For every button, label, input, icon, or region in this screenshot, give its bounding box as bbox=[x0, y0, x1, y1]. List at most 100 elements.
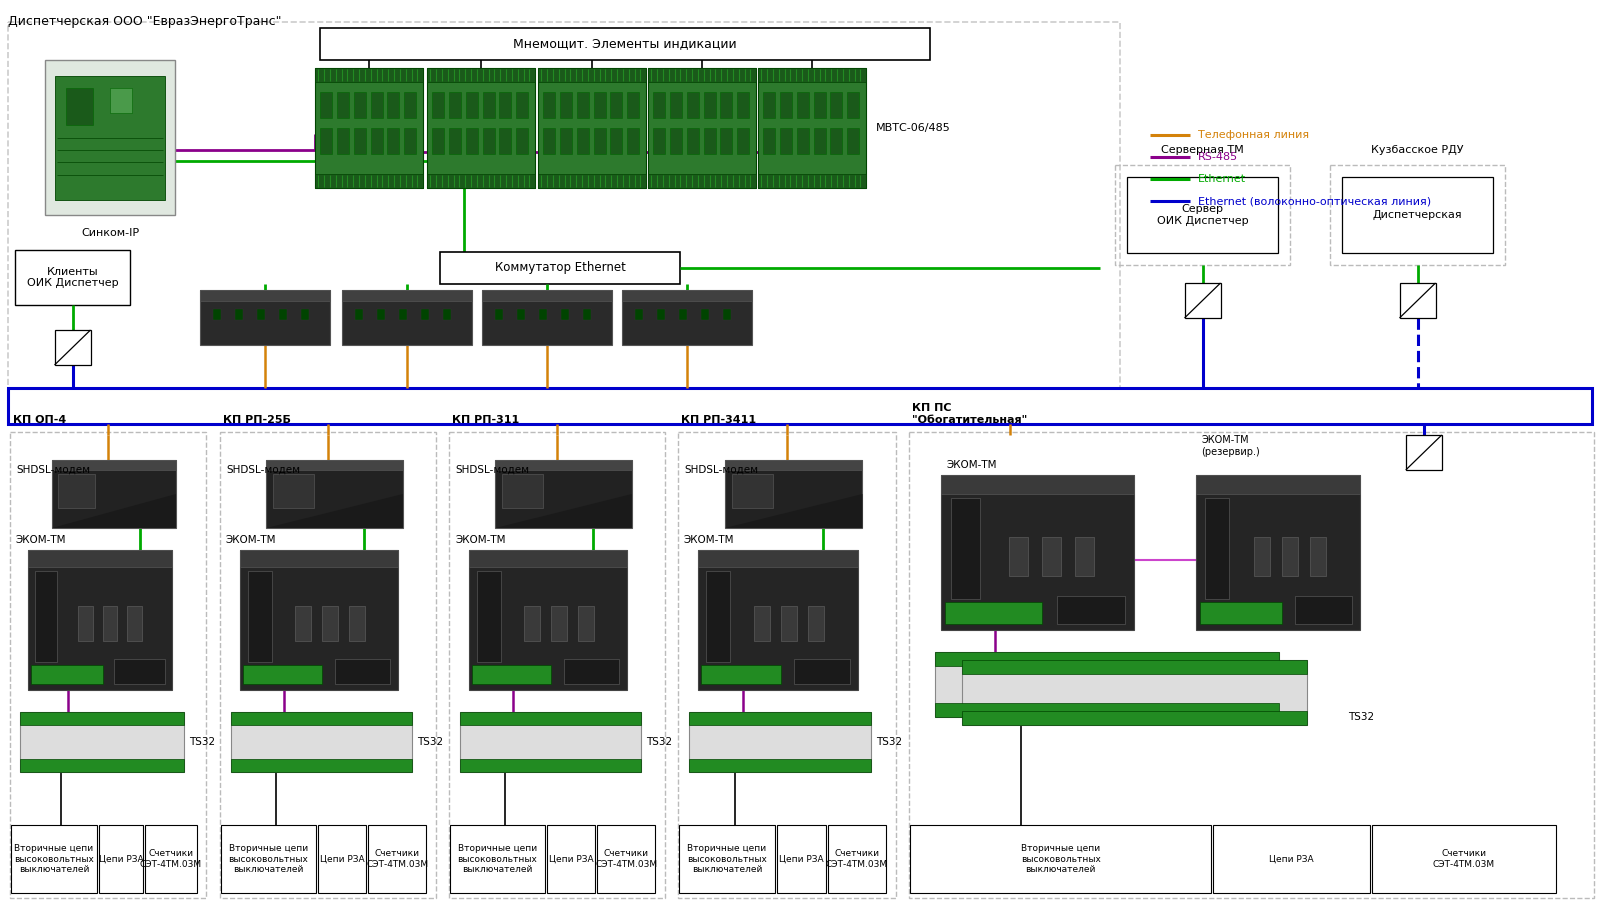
Text: КП РП-25Б: КП РП-25Б bbox=[222, 415, 291, 425]
Bar bbox=[731, 474, 773, 508]
Bar bbox=[318, 825, 366, 893]
Bar bbox=[538, 68, 646, 188]
Bar bbox=[1254, 537, 1270, 575]
Polygon shape bbox=[266, 494, 403, 528]
Bar bbox=[1213, 825, 1370, 893]
Bar bbox=[610, 92, 622, 118]
Bar bbox=[827, 825, 886, 893]
Bar bbox=[1282, 537, 1298, 575]
Text: Цепи РЗА: Цепи РЗА bbox=[99, 854, 144, 863]
Text: ЭКОМ-ТМ
(резервир.): ЭКОМ-ТМ (резервир.) bbox=[1202, 436, 1261, 457]
Bar bbox=[378, 309, 386, 320]
Bar bbox=[482, 290, 611, 301]
Bar bbox=[450, 92, 461, 118]
Bar bbox=[758, 68, 866, 188]
Bar bbox=[30, 665, 102, 685]
Bar bbox=[690, 712, 872, 772]
Bar bbox=[248, 571, 272, 662]
Text: TS32: TS32 bbox=[877, 737, 902, 747]
Bar bbox=[29, 550, 173, 566]
Bar bbox=[1010, 537, 1029, 575]
Bar bbox=[443, 309, 451, 320]
Bar bbox=[627, 128, 638, 154]
Text: SHDSL-модем: SHDSL-модем bbox=[16, 465, 90, 475]
Bar bbox=[450, 432, 666, 898]
Bar bbox=[934, 703, 1278, 717]
Bar bbox=[320, 28, 930, 60]
Bar bbox=[758, 68, 866, 82]
Bar bbox=[517, 92, 528, 118]
Bar bbox=[1400, 283, 1435, 318]
Bar bbox=[578, 92, 589, 118]
Bar bbox=[432, 92, 445, 118]
Bar bbox=[355, 309, 363, 320]
Bar bbox=[440, 252, 680, 284]
Bar bbox=[670, 128, 682, 154]
Bar bbox=[538, 68, 646, 82]
Bar bbox=[539, 309, 547, 320]
Bar bbox=[99, 825, 142, 893]
Text: SHDSL-модем: SHDSL-модем bbox=[226, 465, 301, 475]
Bar bbox=[627, 92, 638, 118]
Bar bbox=[54, 330, 91, 365]
Bar bbox=[544, 128, 555, 154]
Bar bbox=[427, 173, 534, 188]
Text: Вторичные цепи
высоковольтных
выключателей: Вторичные цепи высоковольтных выключател… bbox=[14, 844, 94, 874]
Bar bbox=[517, 128, 528, 154]
Text: Синком-IP: Синком-IP bbox=[82, 228, 139, 238]
Bar bbox=[565, 659, 619, 685]
Bar bbox=[846, 92, 859, 118]
Text: TS32: TS32 bbox=[189, 737, 214, 747]
Bar bbox=[686, 128, 699, 154]
Bar bbox=[680, 309, 686, 320]
Bar bbox=[200, 290, 330, 345]
Bar bbox=[240, 550, 398, 690]
Bar bbox=[720, 92, 733, 118]
Bar bbox=[274, 474, 314, 508]
Text: TS32: TS32 bbox=[645, 737, 672, 747]
Bar bbox=[941, 475, 1134, 630]
Bar bbox=[45, 60, 174, 215]
Bar bbox=[496, 460, 632, 528]
Bar bbox=[1075, 537, 1094, 575]
Bar bbox=[597, 825, 654, 893]
Bar bbox=[19, 759, 184, 772]
Bar bbox=[235, 309, 243, 320]
Bar bbox=[483, 128, 494, 154]
Bar bbox=[1042, 537, 1061, 575]
Text: ЭКОМ-ТМ: ЭКОМ-ТМ bbox=[16, 535, 67, 545]
Bar bbox=[466, 92, 478, 118]
Bar bbox=[686, 92, 699, 118]
Bar bbox=[622, 290, 752, 301]
Bar bbox=[128, 606, 142, 641]
Bar bbox=[8, 388, 1592, 424]
Bar bbox=[334, 659, 390, 685]
Bar bbox=[758, 173, 866, 188]
Bar bbox=[678, 432, 896, 898]
Text: Счетчики
СЭТ-4ТМ.03М: Счетчики СЭТ-4ТМ.03М bbox=[595, 850, 658, 869]
Bar bbox=[723, 309, 731, 320]
Bar bbox=[738, 128, 749, 154]
Bar bbox=[1200, 603, 1282, 624]
Bar bbox=[499, 128, 512, 154]
Text: Вторичные цепи
высоковольтных
выключателей: Вторичные цепи высоковольтных выключател… bbox=[229, 844, 309, 874]
Bar bbox=[200, 290, 330, 301]
Bar bbox=[102, 606, 117, 641]
Bar bbox=[322, 606, 338, 641]
Bar bbox=[610, 128, 622, 154]
Bar bbox=[763, 128, 776, 154]
Text: Цепи РЗА: Цепи РЗА bbox=[1269, 854, 1314, 863]
Text: ЭКОМ-ТМ: ЭКОМ-ТМ bbox=[226, 535, 277, 545]
Bar bbox=[622, 290, 752, 345]
Bar bbox=[830, 128, 842, 154]
Bar bbox=[427, 68, 534, 82]
Bar bbox=[230, 712, 411, 725]
Bar bbox=[35, 571, 58, 662]
Bar bbox=[560, 92, 573, 118]
Bar bbox=[66, 87, 93, 125]
Bar bbox=[830, 92, 842, 118]
Bar bbox=[19, 712, 184, 725]
Polygon shape bbox=[725, 494, 862, 528]
Bar bbox=[690, 759, 872, 772]
Bar bbox=[698, 550, 858, 690]
